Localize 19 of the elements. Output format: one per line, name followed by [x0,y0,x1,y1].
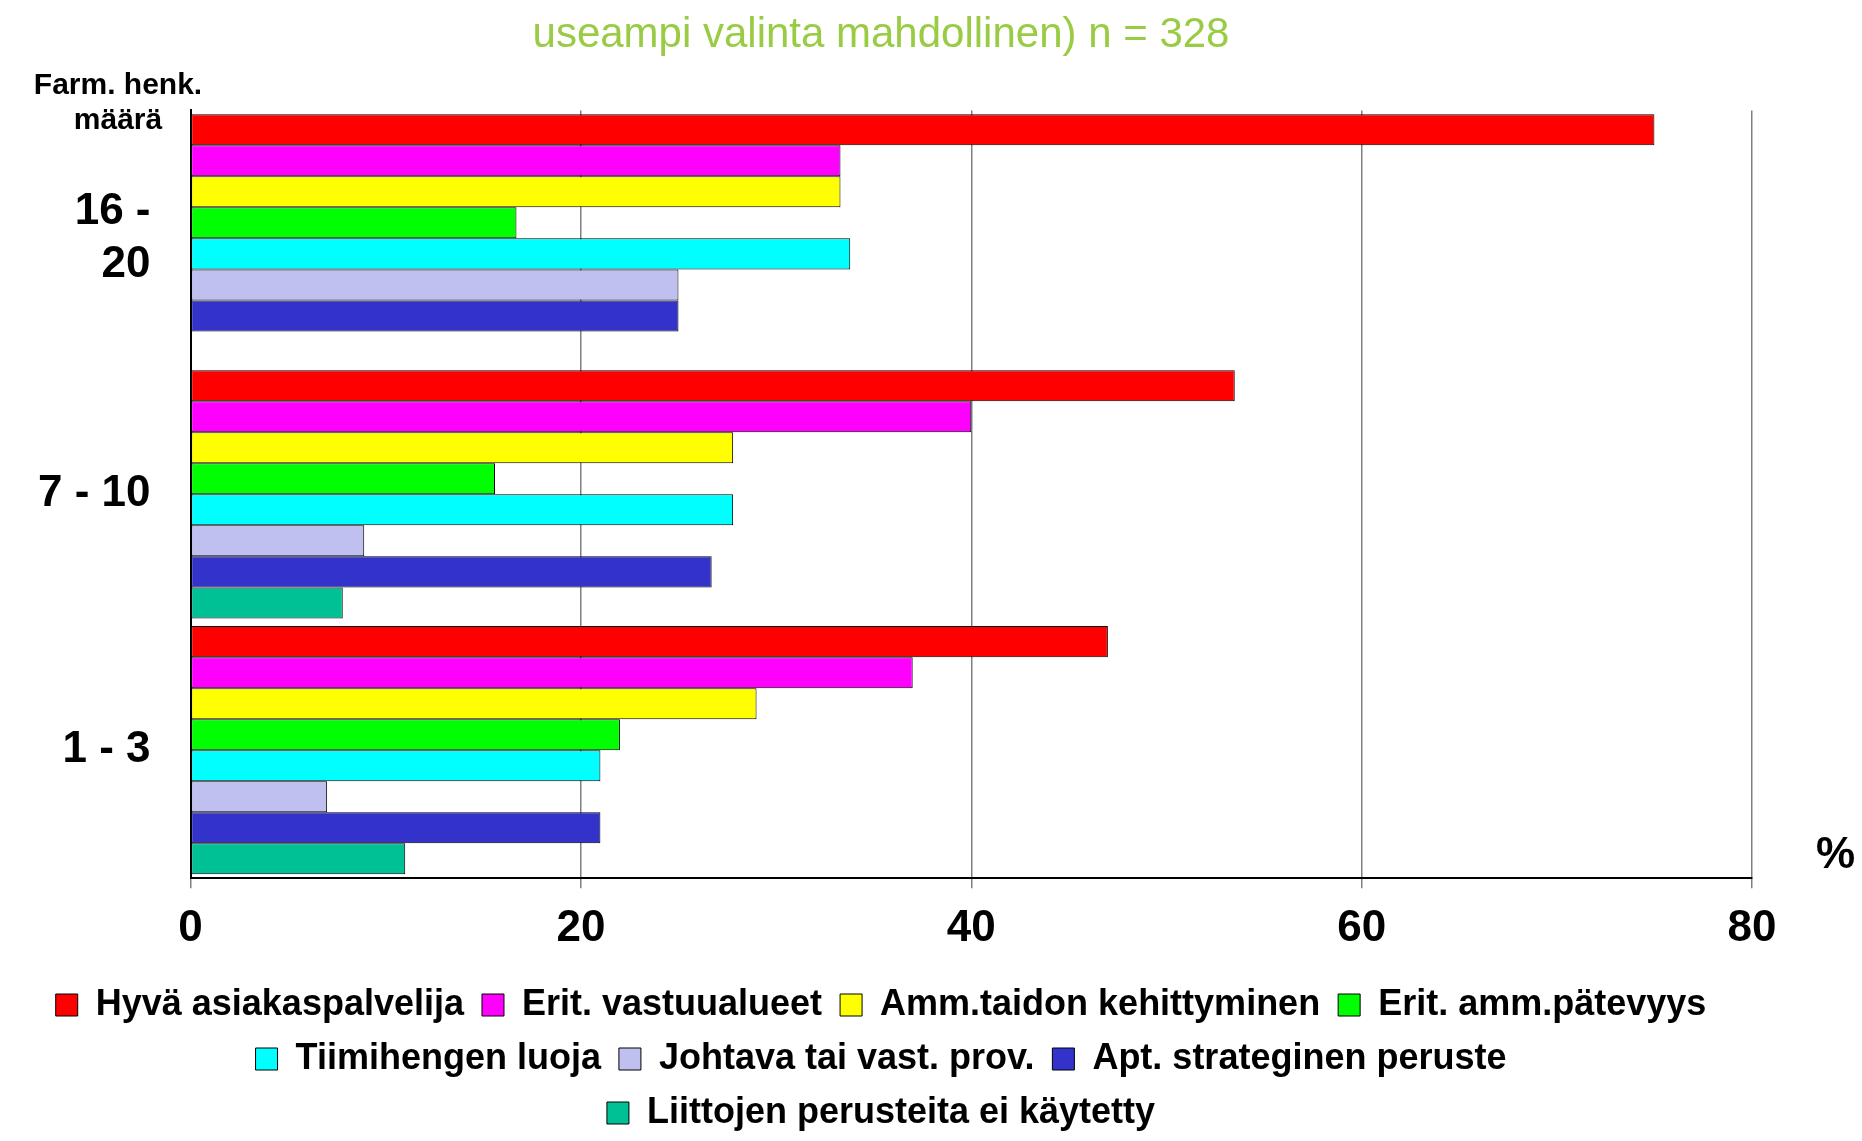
legend-label: Johtava tai vast. prov. [658,1035,1035,1077]
legend-label: Hyvä asiakaspalvelija [95,981,465,1023]
x-tick-label: 60 [1337,900,1387,950]
x-tick-label: 40 [946,900,996,950]
y-tick-label: 1 - 3 [62,722,151,772]
y-tick-label: 16 - 20 [74,184,151,286]
chart-title: useampi valinta mahdollinen) n = 328 [532,8,1230,56]
y-axis-title: Farm. henk. määrä [33,66,203,135]
legend-label: Liittojen perusteita ei käytetty [646,1089,1156,1131]
legend-label: Erit. amm.pätevyys [1378,981,1707,1023]
legend-label: Tiimihengen luoja [295,1035,602,1077]
x-tick-label: 80 [1727,900,1777,950]
legend-label: Amm.taidon kehittyminen [880,981,1321,1023]
x-tick-label: 20 [556,900,606,950]
x-axis-title: % [1815,828,1855,878]
legend-label: Apt. strateginen peruste [1092,1035,1507,1077]
legend-label: Erit. vastuualueet [521,981,823,1023]
x-tick-label: 0 [178,900,203,950]
y-tick-label: 7 - 10 [38,466,151,516]
